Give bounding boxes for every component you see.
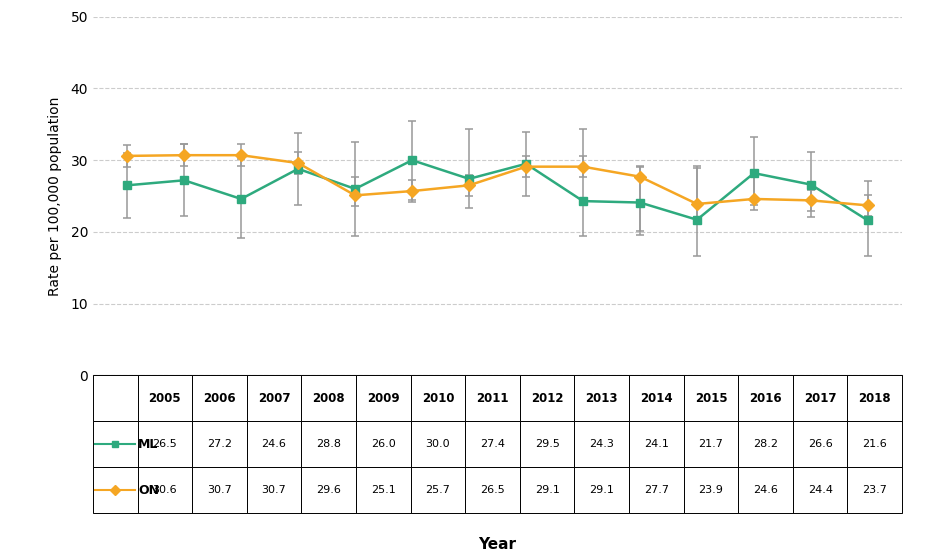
Bar	[793, 421, 847, 468]
Text: ML: ML	[138, 438, 158, 451]
Text: 2007: 2007	[258, 392, 290, 405]
Text: 30.7: 30.7	[207, 485, 232, 496]
Bar	[193, 421, 246, 468]
Bar	[520, 468, 575, 513]
Bar	[738, 468, 793, 513]
Text: 2006: 2006	[203, 392, 235, 405]
Bar	[93, 468, 138, 513]
Bar	[465, 468, 520, 513]
Bar	[356, 421, 410, 468]
Bar	[410, 421, 465, 468]
Text: 28.2: 28.2	[753, 439, 778, 449]
Bar	[629, 468, 684, 513]
Bar	[410, 376, 465, 421]
Text: 25.7: 25.7	[425, 485, 450, 496]
Bar	[520, 376, 575, 421]
Bar	[575, 421, 629, 468]
Text: 2014: 2014	[640, 392, 672, 405]
Bar	[738, 376, 793, 421]
Text: 2012: 2012	[531, 392, 564, 405]
Text: 27.4: 27.4	[480, 439, 505, 449]
Bar	[684, 468, 738, 513]
Bar	[246, 376, 301, 421]
Text: 29.1: 29.1	[535, 485, 560, 496]
Text: 26.5: 26.5	[480, 485, 505, 496]
Bar	[793, 468, 847, 513]
Bar	[246, 468, 301, 513]
Bar	[193, 468, 246, 513]
Bar	[138, 468, 193, 513]
Text: 25.1: 25.1	[371, 485, 395, 496]
Bar	[465, 376, 520, 421]
Text: 27.7: 27.7	[644, 485, 669, 496]
Text: 2008: 2008	[312, 392, 345, 405]
Bar	[301, 468, 356, 513]
Text: ON: ON	[138, 484, 159, 497]
Bar	[410, 468, 465, 513]
Text: 2016: 2016	[750, 392, 782, 405]
Bar	[684, 421, 738, 468]
Text: 28.8: 28.8	[316, 439, 341, 449]
Text: 24.1: 24.1	[644, 439, 669, 449]
Text: 21.7: 21.7	[698, 439, 724, 449]
Bar	[629, 421, 684, 468]
Bar	[193, 376, 246, 421]
Bar	[301, 376, 356, 421]
Bar	[793, 376, 847, 421]
Text: 24.3: 24.3	[590, 439, 614, 449]
Text: 23.7: 23.7	[862, 485, 887, 496]
Text: 30.6: 30.6	[153, 485, 177, 496]
Text: 2005: 2005	[149, 392, 181, 405]
Text: Year: Year	[479, 537, 516, 552]
Text: 2013: 2013	[586, 392, 618, 405]
Text: 23.9: 23.9	[698, 485, 724, 496]
Bar	[575, 376, 629, 421]
Text: 2017: 2017	[804, 392, 836, 405]
Bar	[301, 421, 356, 468]
Text: 2011: 2011	[476, 392, 509, 405]
Bar	[356, 376, 410, 421]
Bar	[93, 376, 138, 421]
Text: 24.6: 24.6	[753, 485, 778, 496]
Bar	[138, 421, 193, 468]
Text: 2010: 2010	[421, 392, 454, 405]
Text: 29.1: 29.1	[590, 485, 614, 496]
Y-axis label: Rate per 100,000 population: Rate per 100,000 population	[48, 97, 62, 296]
Text: 29.5: 29.5	[535, 439, 560, 449]
Bar	[520, 421, 575, 468]
Text: 21.6: 21.6	[862, 439, 887, 449]
Text: 2015: 2015	[695, 392, 727, 405]
Bar	[93, 421, 138, 468]
Text: 24.4: 24.4	[807, 485, 832, 496]
Text: 30.0: 30.0	[426, 439, 450, 449]
Text: 30.7: 30.7	[261, 485, 286, 496]
Bar	[847, 421, 902, 468]
Text: 26.0: 26.0	[371, 439, 395, 449]
Bar	[356, 468, 410, 513]
Bar	[575, 468, 629, 513]
Text: 29.6: 29.6	[316, 485, 341, 496]
Text: 24.6: 24.6	[261, 439, 286, 449]
Text: 26.5: 26.5	[153, 439, 178, 449]
Bar	[684, 376, 738, 421]
Bar	[629, 376, 684, 421]
Bar	[138, 376, 193, 421]
Text: 2009: 2009	[367, 392, 400, 405]
Bar	[847, 468, 902, 513]
Text: 27.2: 27.2	[206, 439, 232, 449]
Bar	[246, 421, 301, 468]
Text: 26.6: 26.6	[808, 439, 832, 449]
Bar	[847, 376, 902, 421]
Bar	[465, 421, 520, 468]
Text: 2018: 2018	[858, 392, 891, 405]
Bar	[738, 421, 793, 468]
